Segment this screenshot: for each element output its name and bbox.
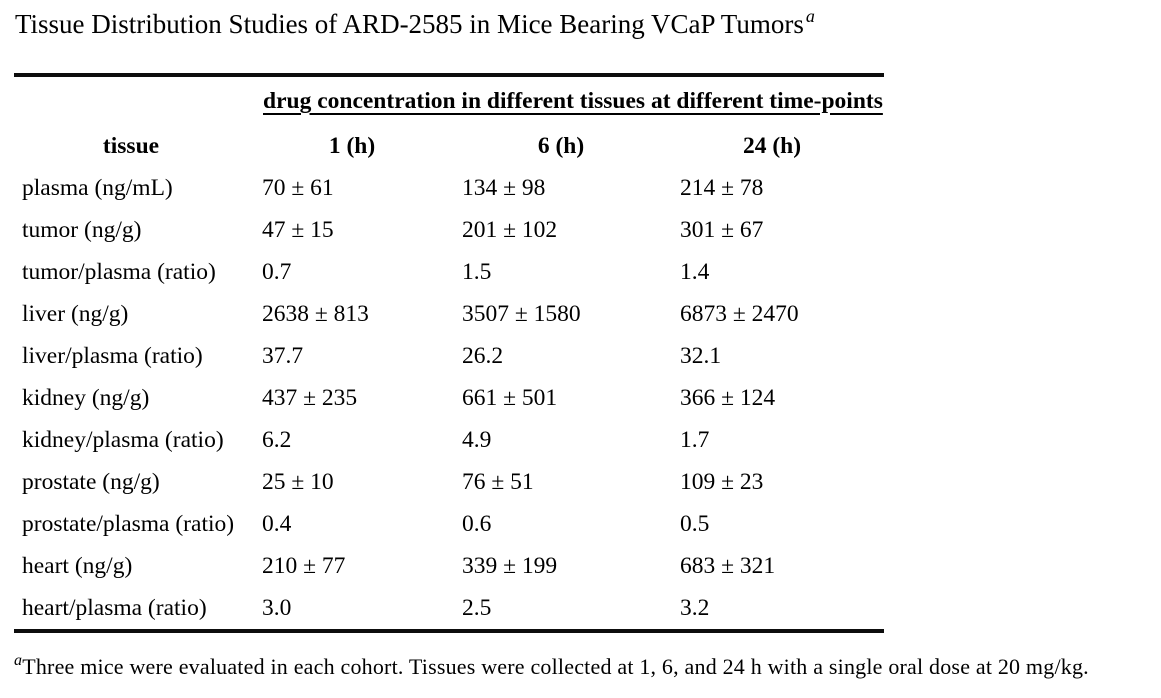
value-24h: 6873 ± 2470 (680, 300, 799, 327)
value-1h: 0.4 (262, 510, 292, 537)
footnote-marker: a (14, 652, 23, 669)
value-24h: 109 ± 23 (680, 468, 764, 495)
table-row-prostate: prostate (ng/g) 25 ± 10 76 ± 51 109 ± 23 (14, 461, 884, 503)
value-6h: 76 ± 51 (462, 468, 534, 495)
value-6h: 339 ± 199 (462, 552, 558, 579)
tissue-label: kidney/plasma (ratio) (22, 426, 224, 453)
value-6h: 1.5 (462, 258, 492, 285)
tissue-label: kidney (ng/g) (22, 384, 150, 411)
span-header-cell: drug concentration in different tissues … (262, 77, 884, 125)
span-header-spacer (14, 77, 262, 125)
column-header-tissue: tissue (102, 132, 160, 159)
value-6h: 661 ± 501 (462, 384, 558, 411)
tissue-label: prostate/plasma (ratio) (22, 510, 235, 537)
value-6h: 0.6 (462, 510, 492, 537)
value-24h: 214 ± 78 (680, 174, 764, 201)
column-header-24h: 24 (h) (742, 132, 802, 159)
table-row-heart: heart (ng/g) 210 ± 77 339 ± 199 683 ± 32… (14, 545, 884, 587)
value-1h: 0.7 (262, 258, 292, 285)
footnote-text: Three mice were evaluated in each cohort… (22, 654, 1089, 679)
value-24h: 301 ± 67 (680, 216, 764, 243)
title-text: Tissue Distribution Studies of ARD-2585 … (15, 9, 804, 39)
tissue-distribution-table: drug concentration in different tissues … (14, 73, 884, 633)
tissue-label: heart/plasma (ratio) (22, 594, 207, 621)
value-24h: 1.4 (680, 258, 710, 285)
tissue-label: tumor/plasma (ratio) (22, 258, 216, 285)
value-6h: 26.2 (462, 342, 504, 369)
title-footnote-marker: a (805, 6, 815, 26)
value-1h: 3.0 (262, 594, 292, 621)
value-24h: 32.1 (680, 342, 722, 369)
tissue-label: plasma (ng/mL) (22, 174, 173, 201)
table-row-plasma: plasma (ng/mL) 70 ± 61 134 ± 98 214 ± 78 (14, 167, 884, 209)
value-1h: 437 ± 235 (262, 384, 358, 411)
value-6h: 4.9 (462, 426, 492, 453)
value-1h: 37.7 (262, 342, 304, 369)
table-row-heart-plasma-ratio: heart/plasma (ratio) 3.0 2.5 3.2 (14, 587, 884, 629)
column-header-row: tissue 1 (h) 6 (h) 24 (h) (14, 125, 884, 167)
table-row-tumor: tumor (ng/g) 47 ± 15 201 ± 102 301 ± 67 (14, 209, 884, 251)
value-24h: 1.7 (680, 426, 710, 453)
value-24h: 3.2 (680, 594, 710, 621)
table-row-liver: liver (ng/g) 2638 ± 813 3507 ± 1580 6873… (14, 293, 884, 335)
span-header: drug concentration in different tissues … (263, 87, 883, 114)
value-6h: 2.5 (462, 594, 492, 621)
page-title: Tissue Distribution Studies of ARD-2585 … (15, 6, 1161, 43)
tissue-label: tumor (ng/g) (22, 216, 142, 243)
value-1h: 25 ± 10 (262, 468, 334, 495)
table-row-liver-plasma-ratio: liver/plasma (ratio) 37.7 26.2 32.1 (14, 335, 884, 377)
data-table: drug concentration in different tissues … (14, 77, 884, 629)
table-row-kidney: kidney (ng/g) 437 ± 235 661 ± 501 366 ± … (14, 377, 884, 419)
value-1h: 210 ± 77 (262, 552, 346, 579)
value-24h: 0.5 (680, 510, 710, 537)
footnote: aThree mice were evaluated in each cohor… (14, 652, 1161, 685)
value-1h: 2638 ± 813 (262, 300, 369, 327)
value-6h: 201 ± 102 (462, 216, 558, 243)
value-6h: 3507 ± 1580 (462, 300, 581, 327)
tissue-label: liver (ng/g) (22, 300, 129, 327)
tissue-label: prostate (ng/g) (22, 468, 160, 495)
value-24h: 683 ± 321 (680, 552, 776, 579)
tissue-label: liver/plasma (ratio) (22, 342, 203, 369)
value-1h: 70 ± 61 (262, 174, 334, 201)
table-row-kidney-plasma-ratio: kidney/plasma (ratio) 6.2 4.9 1.7 (14, 419, 884, 461)
value-1h: 47 ± 15 (262, 216, 334, 243)
value-24h: 366 ± 124 (680, 384, 776, 411)
table-row-prostate-plasma-ratio: prostate/plasma (ratio) 0.4 0.6 0.5 (14, 503, 884, 545)
value-1h: 6.2 (262, 426, 292, 453)
column-header-6h: 6 (h) (537, 132, 585, 159)
table-row-tumor-plasma-ratio: tumor/plasma (ratio) 0.7 1.5 1.4 (14, 251, 884, 293)
column-header-1h: 1 (h) (328, 132, 376, 159)
tissue-label: heart (ng/g) (22, 552, 133, 579)
span-header-row: drug concentration in different tissues … (14, 77, 884, 125)
value-6h: 134 ± 98 (462, 174, 546, 201)
